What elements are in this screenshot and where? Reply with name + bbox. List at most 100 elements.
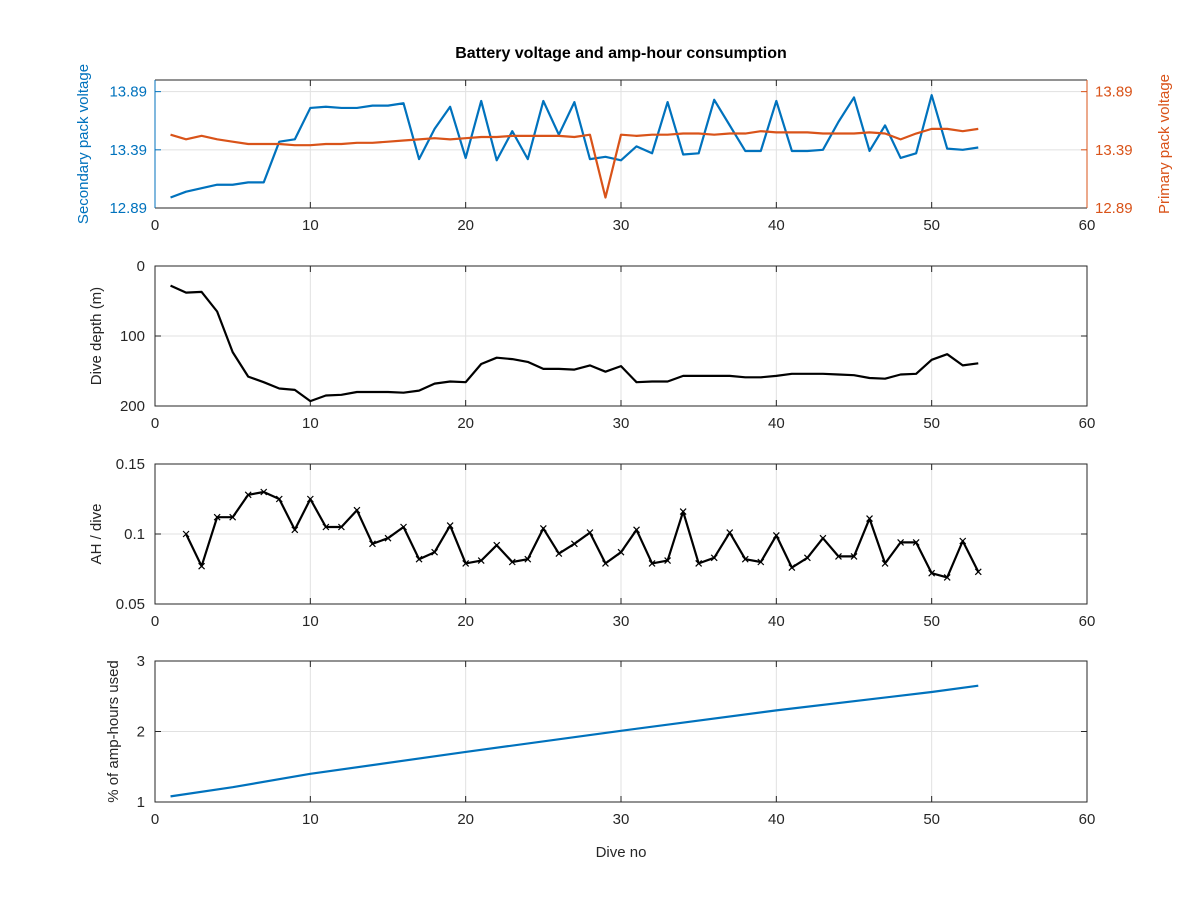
- axes-box: [154, 660, 1088, 803]
- data-point-marker: [586, 529, 594, 537]
- data-point-marker: [943, 573, 951, 581]
- x-tick-label: 40: [768, 217, 785, 234]
- data-point-marker: [897, 538, 905, 546]
- data-point-marker: [570, 540, 578, 548]
- x-tick-label: 50: [923, 217, 940, 234]
- y-tick-label: 1: [137, 794, 145, 811]
- data-point-marker: [431, 548, 439, 556]
- y-axis-label: % of amp-hours used: [105, 660, 122, 803]
- y-left-tick-label: 13.39: [109, 142, 147, 159]
- x-tick-label: 10: [302, 415, 319, 432]
- x-tick-label: 30: [613, 811, 630, 828]
- x-tick-label: 0: [151, 811, 159, 828]
- data-point-marker: [337, 523, 345, 531]
- y-tick-label: 200: [120, 398, 145, 415]
- data-point-marker: [803, 554, 811, 562]
- y-tick-label: 0.15: [116, 456, 145, 473]
- x-tick-label: 30: [613, 613, 630, 630]
- data-point-marker: [633, 526, 640, 534]
- data-point-marker: [881, 559, 889, 567]
- x-tick-label: 10: [302, 613, 319, 630]
- data-point-marker: [384, 534, 392, 542]
- data-point-marker: [819, 534, 827, 542]
- data-point-marker: [524, 555, 532, 563]
- x-tick-label: 50: [923, 415, 940, 432]
- data-point-marker: [260, 488, 268, 496]
- y-axis-label: AH / dive: [88, 504, 105, 565]
- data-point-marker: [322, 523, 330, 531]
- y-right-tick-label: 13.89: [1095, 84, 1133, 101]
- x-tick-label: 10: [302, 811, 319, 828]
- data-point-marker: [757, 558, 765, 566]
- data-point-marker: [229, 513, 237, 521]
- y-tick-label: 0.05: [116, 596, 145, 613]
- y-tick-label: 2: [137, 724, 145, 741]
- data-point-marker: [493, 541, 501, 549]
- x-tick-label: 50: [923, 613, 940, 630]
- data-point-marker: [353, 506, 361, 514]
- y-axis-label: Dive depth (m): [88, 287, 105, 385]
- x-tick-label: 20: [457, 415, 474, 432]
- data-point-marker: [679, 508, 687, 516]
- data-point-marker: [648, 559, 656, 567]
- x-tick-label: 40: [768, 811, 785, 828]
- data-point-marker: [664, 557, 672, 565]
- data-point-marker: [446, 522, 454, 530]
- data-point-marker: [539, 524, 547, 532]
- y-right-tick-label: 12.89: [1095, 200, 1133, 217]
- x-tick-label: 30: [613, 217, 630, 234]
- y-tick-label: 0: [137, 258, 145, 275]
- series-ah-per-dive: [185, 490, 980, 579]
- data-point-marker: [291, 526, 299, 534]
- data-point-marker: [866, 515, 873, 523]
- y-left-axis-label: Secondary pack voltage: [75, 64, 92, 224]
- data-point-marker: [275, 495, 283, 503]
- x-tick-label: 40: [768, 415, 785, 432]
- panel-2: 0.05 0.1 0.15 0 10 20 30 40 50 60 AH / dive: [88, 456, 1095, 630]
- data-point-marker: [974, 568, 982, 576]
- x-tick-label: 0: [151, 415, 159, 432]
- panel-battery-voltage: 0 10 20 30 40 50 6012.8913.3913.8912.8913.3913…: [75, 45, 1173, 234]
- y-tick-label: 3: [137, 653, 145, 670]
- series-secondary-voltage: [170, 94, 979, 199]
- series-dive-depth: [170, 284, 979, 403]
- chart-title: Battery voltage and amp-hour consumption: [455, 45, 787, 62]
- x-tick-label: 20: [457, 217, 474, 234]
- y-tick-label: 0.1: [124, 526, 145, 543]
- x-tick-label: 30: [613, 415, 630, 432]
- data-point-marker: [198, 562, 206, 570]
- data-point-marker: [741, 555, 749, 563]
- y-right-tick-label: 13.39: [1095, 142, 1133, 159]
- y-right-axis-label: Primary pack voltage: [1156, 74, 1173, 214]
- series-primary-voltage: [170, 127, 979, 199]
- x-tick-label: 60: [1079, 217, 1096, 234]
- data-point-marker: [244, 491, 252, 499]
- data-point-marker: [772, 531, 780, 539]
- data-point-marker: [462, 559, 470, 567]
- data-point-marker: [477, 557, 485, 565]
- x-tick-label: 0: [151, 613, 159, 630]
- data-point-marker: [508, 558, 516, 566]
- data-point-marker: [369, 540, 376, 548]
- x-tick-label: 50: [923, 811, 940, 828]
- data-point-marker: [213, 513, 221, 521]
- x-tick-label: 60: [1079, 613, 1096, 630]
- x-tick-label: 60: [1079, 811, 1096, 828]
- x-tick-label: 60: [1079, 415, 1096, 432]
- x-tick-label: 40: [768, 613, 785, 630]
- panel-1: 0 100 200 0 10 20 30 40 50 60 Dive depth (m): [88, 258, 1095, 432]
- data-point-marker: [835, 552, 842, 560]
- y-tick-label: 100: [120, 328, 145, 345]
- x-tick-label: 10: [302, 217, 319, 234]
- data-point-marker: [602, 559, 609, 567]
- data-point-marker: [912, 538, 920, 546]
- x-tick-label: 0: [151, 217, 159, 234]
- series-amp-hours-used: [170, 684, 979, 798]
- y-left-tick-label: 13.89: [109, 84, 147, 101]
- x-axis-label: Dive no: [596, 844, 647, 861]
- data-point-marker: [306, 495, 314, 503]
- data-point-marker: [959, 537, 967, 545]
- data-point-marker: [555, 550, 563, 558]
- data-point-marker: [850, 552, 858, 560]
